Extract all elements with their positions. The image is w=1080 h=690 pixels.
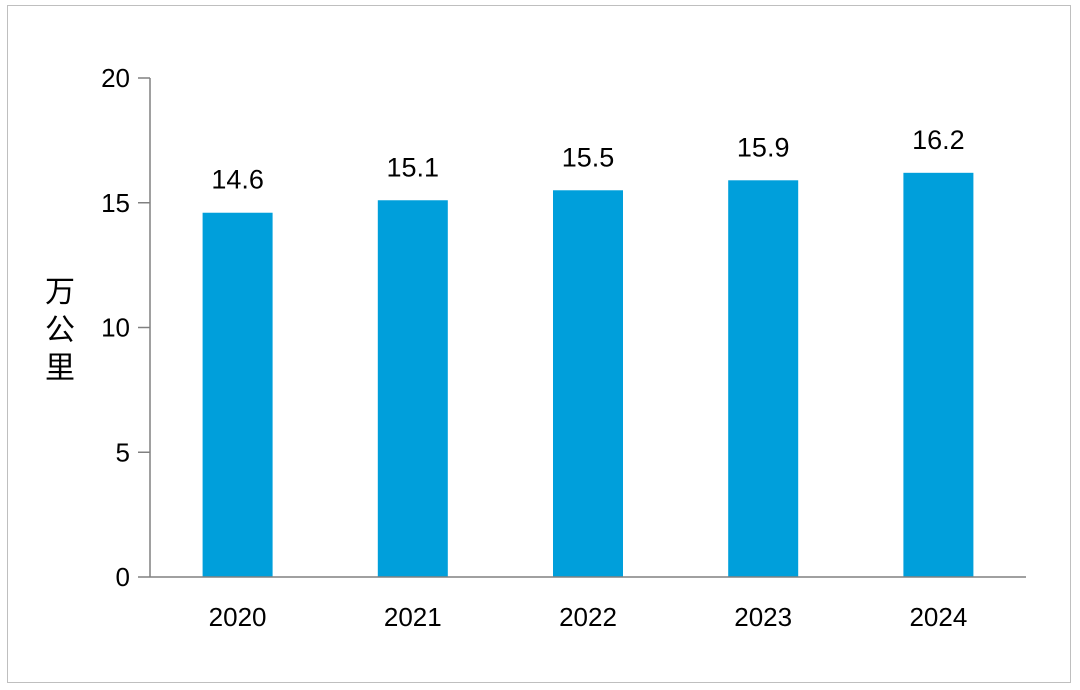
x-tick-label: 2021 — [384, 602, 442, 632]
bars — [202, 172, 974, 578]
x-axis-ticks: 2020 2021 2022 2023 2024 — [209, 602, 968, 632]
bar-2021 — [377, 200, 448, 577]
data-label-2020: 14.6 — [211, 165, 264, 195]
y-tick-label: 10 — [101, 313, 130, 343]
y-tick-label: 15 — [101, 188, 130, 218]
y-axis-label-char: 公 — [45, 313, 75, 348]
bar-2020 — [202, 212, 273, 578]
bar-2024 — [903, 172, 974, 577]
y-tick-label: 5 — [116, 437, 130, 467]
bar-2023 — [728, 180, 799, 578]
data-label-2021: 15.1 — [387, 152, 440, 182]
x-tick-label: 2022 — [559, 602, 617, 632]
data-labels: 14.6 15.1 15.5 15.9 16.2 — [211, 125, 964, 195]
y-axis-label-char: 里 — [45, 351, 75, 386]
y-tick-label: 0 — [116, 562, 130, 592]
y-axis-ticks: 0 5 10 15 20 — [101, 63, 150, 592]
y-axis-label-char: 万 — [45, 275, 75, 310]
x-tick-label: 2024 — [909, 602, 967, 632]
bar-2022 — [553, 190, 623, 577]
y-axis-label: 万公里 — [45, 275, 75, 386]
y-tick-label: 20 — [101, 63, 130, 93]
x-tick-label: 2023 — [734, 602, 792, 632]
data-label-2022: 15.5 — [562, 142, 615, 172]
chart-frame — [7, 5, 1071, 683]
data-label-2024: 16.2 — [912, 125, 965, 155]
data-label-2023: 15.9 — [737, 132, 790, 162]
x-tick-label: 2020 — [209, 602, 267, 632]
